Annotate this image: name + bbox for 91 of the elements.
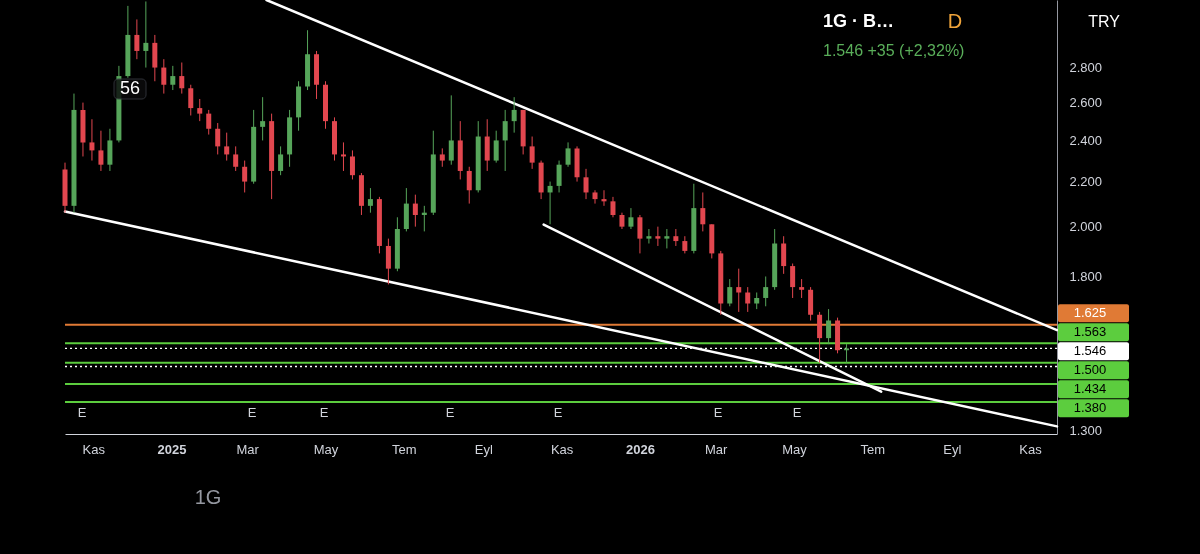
candlestick — [799, 278, 805, 299]
candlestick — [628, 207, 634, 230]
annotation: E — [319, 405, 329, 420]
candlestick — [206, 109, 212, 136]
candlestick — [583, 168, 589, 200]
candlestick — [98, 130, 104, 172]
annotation: E — [713, 405, 723, 420]
candlestick — [170, 65, 176, 91]
x-tick-label: Eyl — [474, 441, 493, 457]
candlestick — [466, 166, 472, 205]
text: 1G — [194, 486, 222, 508]
candlestick — [529, 136, 535, 170]
candlestick — [817, 311, 823, 364]
y-tick-label: 1.300 — [1069, 422, 1103, 438]
candlestick — [511, 96, 517, 134]
candlestick — [502, 109, 508, 172]
candlestick — [826, 308, 832, 345]
x-tick-label: Mar — [236, 441, 260, 457]
annotation: 56 — [119, 78, 141, 98]
candlestick — [448, 94, 454, 166]
candlestick — [242, 160, 248, 193]
candlestick — [179, 62, 185, 95]
candlestick — [260, 96, 266, 141]
candlestick — [601, 189, 607, 207]
text: TRY — [1088, 13, 1121, 30]
x-tick-label: May — [313, 441, 339, 457]
candlestick — [349, 149, 355, 180]
candlestick — [215, 122, 221, 155]
candlestick — [565, 141, 571, 168]
x-tick-label: May — [782, 441, 808, 457]
candlestick — [592, 189, 598, 205]
x-tick-label: Tem — [860, 441, 885, 457]
annotation: E — [792, 405, 802, 420]
ref-line-label: 1.500 — [1073, 362, 1107, 378]
candlestick — [134, 18, 140, 60]
text: 1.546 +35 (+2,32%) — [823, 42, 965, 59]
candlestick — [233, 145, 239, 172]
annotation: D — [947, 10, 963, 32]
candlestick — [655, 226, 661, 247]
ref-line-label: 1.380 — [1073, 400, 1107, 416]
x-tick-label: Eyl — [943, 441, 962, 457]
candlestick — [493, 130, 499, 164]
candlestick — [844, 343, 850, 364]
ref-line-label: 1.546 — [1073, 343, 1107, 359]
candlestick — [556, 160, 562, 193]
candlestick — [727, 278, 733, 307]
candlestick — [385, 238, 391, 285]
annotation: E — [77, 405, 87, 420]
ref-line-label: 1.434 — [1073, 381, 1107, 397]
candlestick — [664, 228, 670, 249]
candlestick — [143, 0, 149, 69]
annotation: E — [445, 405, 455, 420]
candlestick — [781, 235, 787, 275]
candlestick — [188, 84, 194, 116]
candlestick — [763, 275, 769, 307]
candlestick — [610, 196, 616, 218]
y-tick-label: 2.600 — [1069, 95, 1103, 111]
y-tick-label: 2.400 — [1069, 132, 1103, 148]
candlestick — [197, 98, 203, 122]
candlestick — [340, 141, 346, 172]
x-tick-label: Kas — [82, 441, 106, 457]
y-tick-label: 2.000 — [1069, 219, 1103, 235]
candlestick — [224, 132, 230, 162]
x-tick-label: Mar — [704, 441, 728, 457]
candlestick — [161, 58, 167, 95]
candlestick — [790, 263, 796, 299]
candlestick — [673, 228, 679, 247]
candlestick — [89, 118, 95, 162]
ref-line-label: 1.563 — [1073, 324, 1107, 340]
text: 1G · B… — [823, 11, 895, 31]
y-tick-label: 1.800 — [1069, 268, 1103, 284]
candlestick — [278, 145, 284, 176]
x-tick-label: Kas — [550, 441, 574, 457]
candlestick — [439, 147, 445, 168]
x-tick-label: Tem — [392, 441, 417, 457]
candlestick — [637, 214, 643, 254]
candlestick — [745, 286, 751, 313]
candlestick — [412, 194, 418, 228]
annotation: E — [247, 405, 257, 420]
x-tick-label: 2025 — [157, 441, 187, 457]
y-tick-label: 2.800 — [1069, 60, 1103, 76]
candlestick — [736, 268, 742, 313]
x-tick-label: 2026 — [625, 441, 655, 457]
ref-line-label: 1.625 — [1073, 305, 1107, 321]
candlestick — [646, 228, 652, 244]
x-tick-label: Kas — [1019, 441, 1043, 457]
annotation: E — [553, 405, 563, 420]
candlestick — [700, 191, 706, 232]
candlestick — [367, 187, 373, 214]
candlestick — [547, 181, 553, 225]
y-tick-label: 2.200 — [1069, 174, 1103, 190]
